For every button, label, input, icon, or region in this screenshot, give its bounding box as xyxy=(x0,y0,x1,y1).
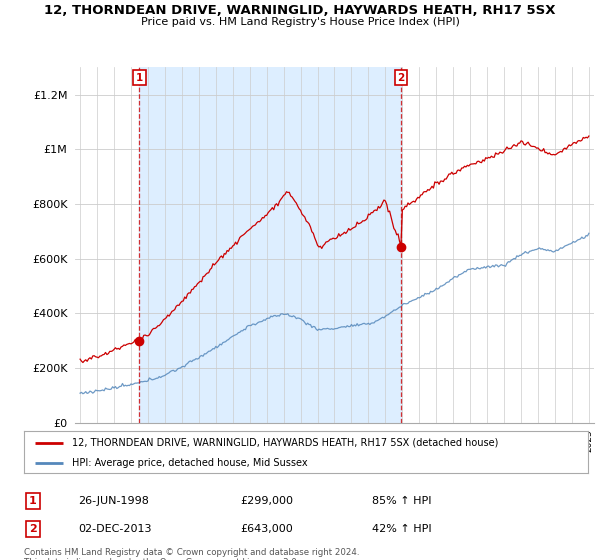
Text: £643,000: £643,000 xyxy=(240,524,293,534)
Text: 2: 2 xyxy=(397,73,404,82)
Text: 12, THORNDEAN DRIVE, WARNINGLID, HAYWARDS HEATH, RH17 5SX: 12, THORNDEAN DRIVE, WARNINGLID, HAYWARD… xyxy=(44,4,556,17)
Text: 12, THORNDEAN DRIVE, WARNINGLID, HAYWARDS HEATH, RH17 5SX (detached house): 12, THORNDEAN DRIVE, WARNINGLID, HAYWARD… xyxy=(72,438,499,448)
Text: Price paid vs. HM Land Registry's House Price Index (HPI): Price paid vs. HM Land Registry's House … xyxy=(140,17,460,27)
Text: 85% ↑ HPI: 85% ↑ HPI xyxy=(372,496,431,506)
Text: 42% ↑ HPI: 42% ↑ HPI xyxy=(372,524,431,534)
Text: Contains HM Land Registry data © Crown copyright and database right 2024.
This d: Contains HM Land Registry data © Crown c… xyxy=(24,548,359,560)
Bar xyxy=(139,67,401,423)
Text: 1: 1 xyxy=(29,496,37,506)
Text: 1: 1 xyxy=(136,73,143,82)
Text: HPI: Average price, detached house, Mid Sussex: HPI: Average price, detached house, Mid … xyxy=(72,458,308,468)
Text: 2: 2 xyxy=(29,524,37,534)
Text: 02-DEC-2013: 02-DEC-2013 xyxy=(78,524,151,534)
Text: £299,000: £299,000 xyxy=(240,496,293,506)
Text: 26-JUN-1998: 26-JUN-1998 xyxy=(78,496,149,506)
